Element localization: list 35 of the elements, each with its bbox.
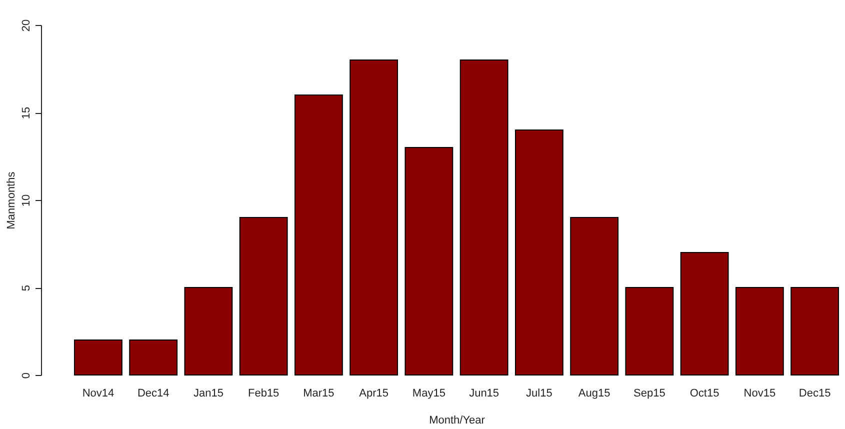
bar: [790, 287, 839, 376]
x-tick-label: Oct15: [690, 388, 720, 400]
x-tick-label: Nov15: [744, 388, 776, 400]
y-tick-label: 10: [20, 194, 32, 207]
x-tick-label: Nov14: [82, 388, 114, 400]
bar: [294, 94, 343, 376]
y-tick-label: 15: [20, 106, 32, 120]
x-tick-label: Dec14: [137, 388, 170, 400]
y-tick-label: 5: [20, 284, 32, 292]
x-tick-label: Dec15: [798, 388, 831, 400]
x-axis-title: Month/Year: [429, 414, 486, 426]
bar: [239, 217, 288, 376]
y-axis-title: Manmonths: [6, 171, 18, 230]
x-tick-label: May15: [412, 388, 446, 400]
y-tick-label: 20: [20, 19, 32, 32]
bar: [350, 60, 398, 376]
bar: [735, 287, 784, 376]
x-tick-label: Sep15: [634, 388, 666, 400]
bar: [129, 340, 178, 376]
bar: [184, 287, 233, 376]
bar: [680, 252, 729, 376]
x-tick-label: Jun15: [469, 388, 500, 400]
x-tick-label: Jul15: [526, 388, 552, 400]
bar: [460, 60, 508, 376]
bar: [404, 147, 454, 376]
x-tick-label: Feb15: [248, 388, 280, 400]
bar: [74, 340, 122, 376]
bar: [570, 217, 619, 376]
x-tick-label: Apr15: [359, 388, 388, 400]
x-tick-label: Jan15: [193, 388, 224, 400]
x-tick-label: Mar15: [303, 388, 334, 400]
x-tick-label: Aug15: [578, 388, 610, 400]
bar: [625, 287, 674, 376]
y-tick-label: 0: [20, 372, 32, 379]
bar: [514, 130, 564, 376]
